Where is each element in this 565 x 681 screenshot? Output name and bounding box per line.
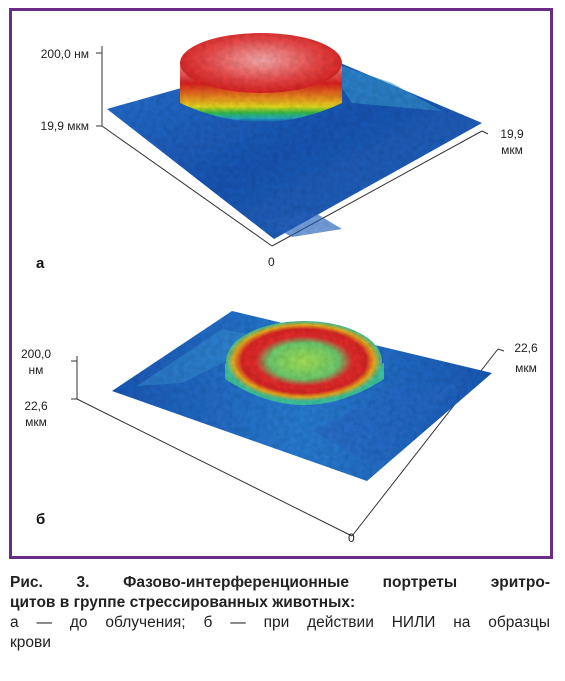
panel-b-surface (112, 311, 492, 481)
figure-canvas (71, 33, 505, 537)
panel-b-y-extent-unit: мкм (25, 415, 47, 429)
figure-caption: Рис. 3. Фазово-интерференционные портрет… (10, 573, 550, 653)
caption-title-line-2: цитов в группе стрессированных животных: (10, 594, 356, 611)
figure-frame: 200,0 нм 19,9 мкм 19,9 мкм 0 а 200,0 нм … (9, 8, 553, 559)
panel-b-y-extent-value: 22,6 (24, 399, 48, 413)
caption-title-line-1: Рис. 3. Фазово-интерференционные портрет… (10, 574, 550, 591)
panel-a-surface (107, 33, 482, 239)
caption-description-line-2: крови (10, 634, 51, 651)
panel-b-z-max-unit: нм (28, 363, 44, 377)
panel-b-origin-label: 0 (348, 531, 355, 545)
panel-b-x-extent-value: 22,6 (514, 341, 538, 355)
panel-b-z-max-value: 200,0 (20, 347, 52, 361)
panel-b-letter: б (36, 511, 46, 528)
panel-a-z-max-label: 200,0 нм (40, 47, 89, 61)
panel-b-x-extent-unit: мкм (515, 361, 537, 375)
caption-description-line-1: а — до облучения; б — при действии НИЛИ … (10, 614, 550, 631)
panel-a-x-extent-unit: мкм (501, 143, 523, 157)
panel-a-origin-label: 0 (268, 255, 275, 269)
panel-a-letter: а (36, 255, 45, 272)
panel-a-y-extent-label: 19,9 мкм (40, 119, 89, 133)
panel-a-x-extent-value: 19,9 (500, 127, 524, 141)
